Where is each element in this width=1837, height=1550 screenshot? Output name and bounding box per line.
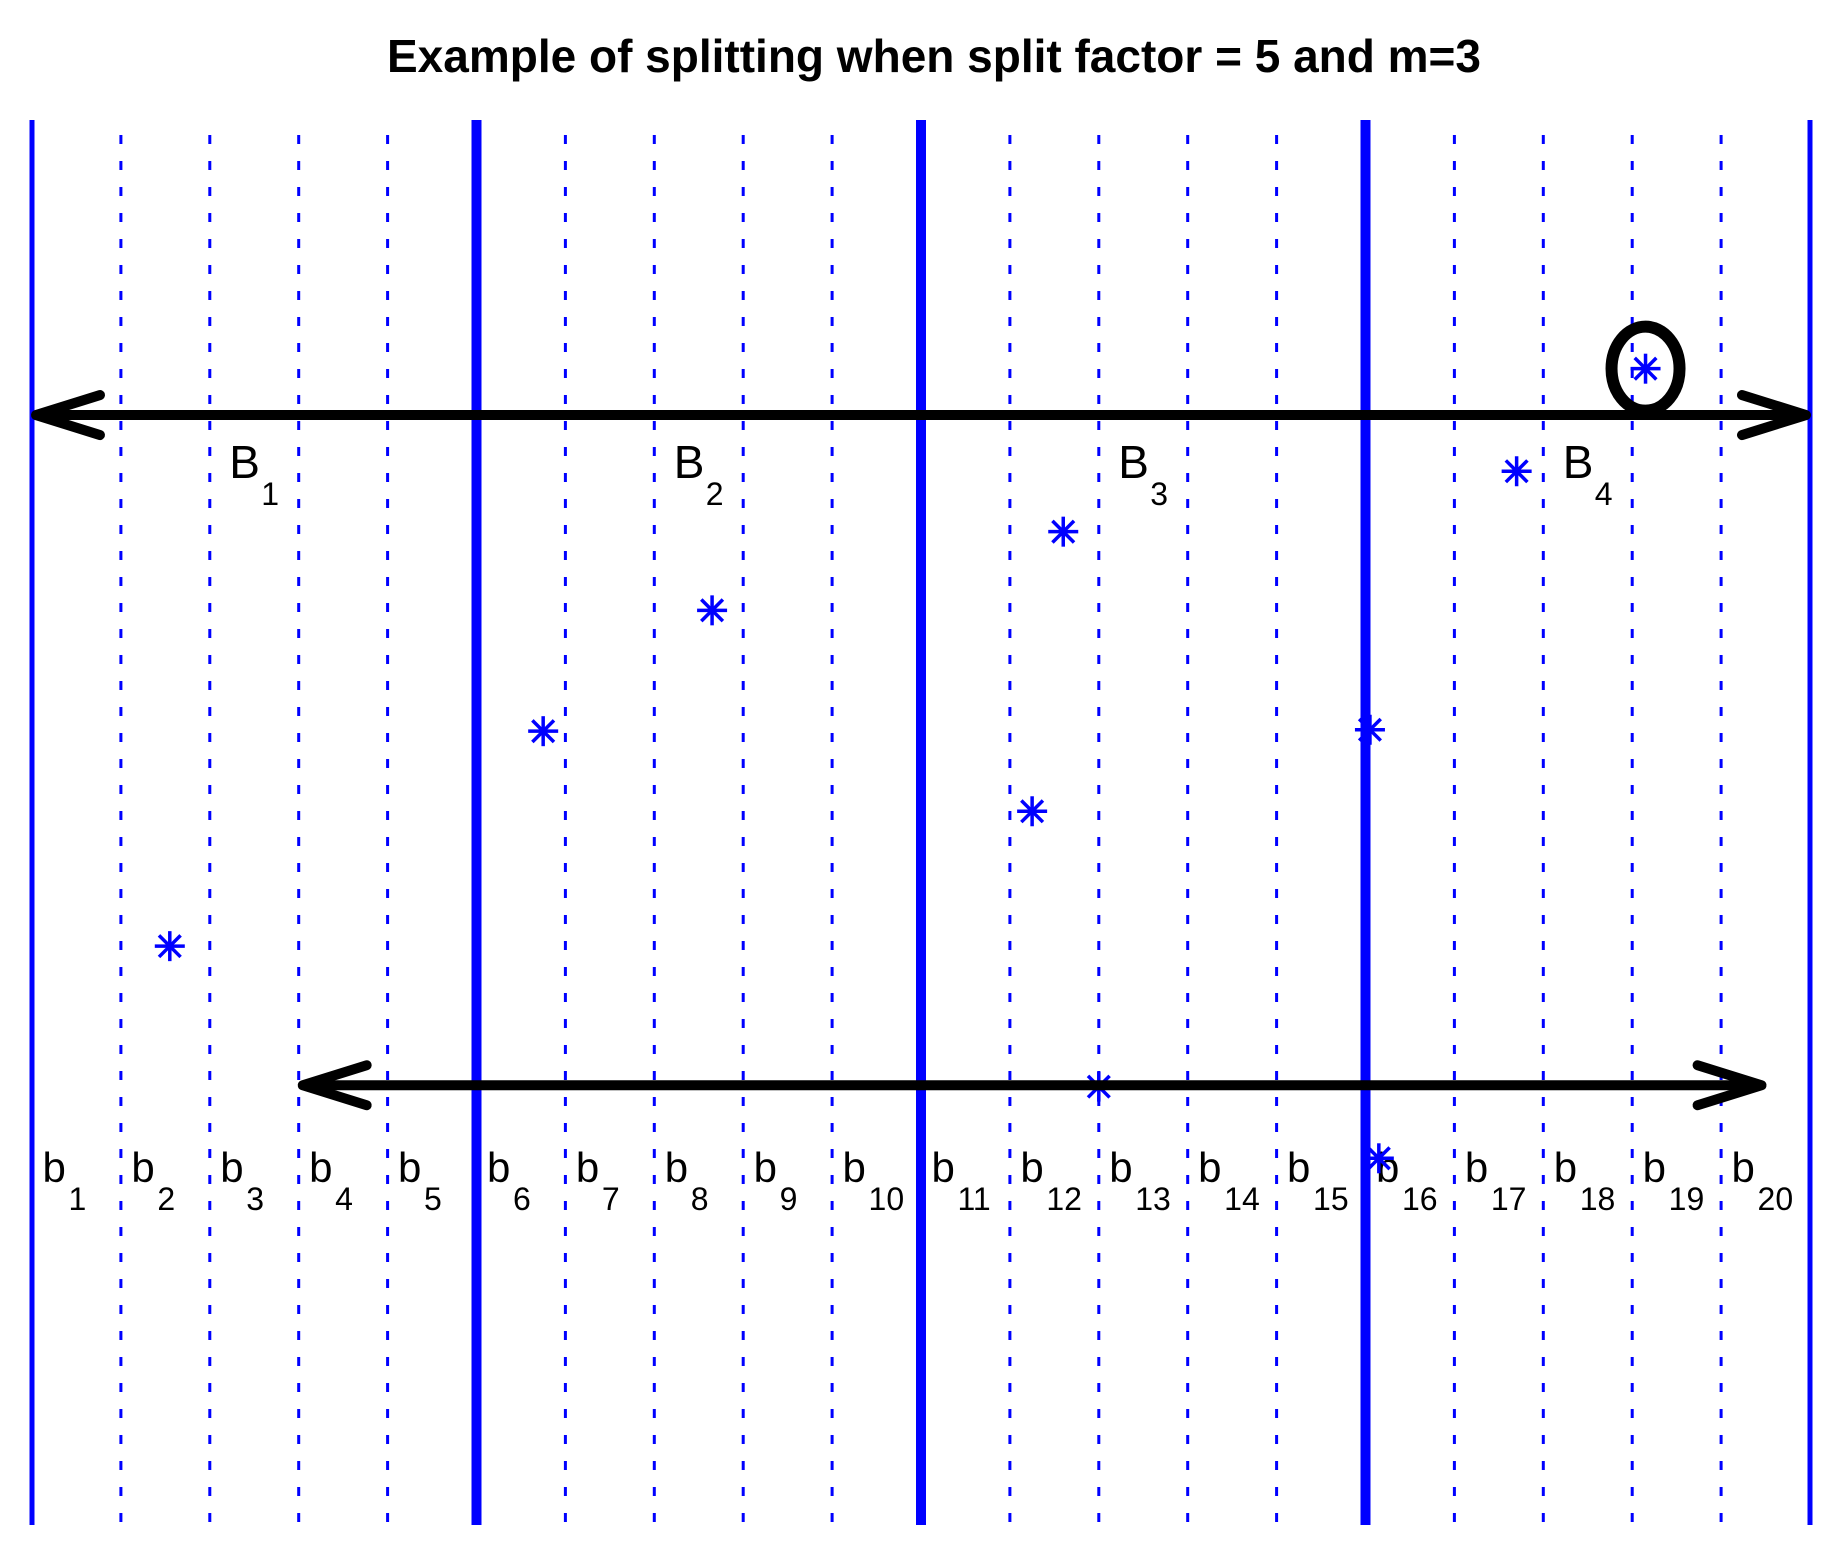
small-bucket-label-sub: 12 (1046, 1181, 1082, 1217)
big-bucket-label: B (1118, 436, 1149, 488)
small-bucket-label: b (1109, 1144, 1132, 1191)
data-point-marker (528, 716, 559, 747)
range-arrows (31, 390, 1811, 1111)
small-bucket-label-sub: 8 (691, 1181, 709, 1217)
big-bucket-label: B (1563, 436, 1594, 488)
data-point-marker (697, 595, 728, 626)
small-bucket-label-sub: 7 (602, 1181, 620, 1217)
small-bucket-label: b (487, 1144, 510, 1191)
small-bucket-label-sub: 20 (1758, 1181, 1794, 1217)
small-bucket-label-sub: 17 (1491, 1181, 1527, 1217)
small-bucket-label-sub: 4 (335, 1181, 353, 1217)
big-bucket-label: B (229, 436, 260, 488)
small-bucket-label: b (309, 1144, 332, 1191)
small-bucket-label: b (1554, 1144, 1577, 1191)
small-bucket-label-sub: 9 (780, 1181, 798, 1217)
small-bucket-label-sub: 3 (246, 1181, 264, 1217)
small-bucket-label-sub: 6 (513, 1181, 531, 1217)
small-bucket-label-sub: 16 (1402, 1181, 1438, 1217)
diagram-title: Example of splitting when split factor =… (387, 30, 1481, 82)
small-bucket-label: b (398, 1144, 421, 1191)
small-bucket-label: b (131, 1144, 154, 1191)
small-bucket-label: b (1643, 1144, 1666, 1191)
big-bucket-label: B (674, 436, 705, 488)
data-point-marker (1363, 1143, 1394, 1174)
small-bucket-label: b (1198, 1144, 1221, 1191)
bucket-labels: B1B2B3B4b1b2b3b4b5b6b7b8b9b10b11b12b13b1… (42, 436, 1793, 1217)
small-bucket-label: b (576, 1144, 599, 1191)
data-point-marker (1630, 353, 1661, 384)
small-bucket-label: b (754, 1144, 777, 1191)
small-bucket-label-sub: 15 (1313, 1181, 1349, 1217)
big-bucket-label-sub: 4 (1595, 476, 1613, 512)
range-arrow (31, 390, 1811, 441)
small-bucket-label: b (1020, 1144, 1043, 1191)
small-bucket-label: b (42, 1144, 65, 1191)
big-bucket-label-sub: 1 (261, 476, 279, 512)
data-point-marker (1501, 456, 1532, 487)
small-bucket-label: b (1732, 1144, 1755, 1191)
small-bucket-label-sub: 14 (1224, 1181, 1260, 1217)
small-bucket-label-sub: 18 (1580, 1181, 1616, 1217)
small-bucket-label-sub: 11 (957, 1181, 990, 1217)
data-point-marker (154, 931, 185, 962)
small-bucket-label: b (931, 1144, 954, 1191)
data-point-marker (1354, 714, 1385, 745)
small-bucket-label-sub: 5 (424, 1181, 442, 1217)
small-bucket-label-sub: 10 (869, 1181, 905, 1217)
small-bucket-label: b (665, 1144, 688, 1191)
data-point-marker (1017, 796, 1048, 827)
small-bucket-label: b (1465, 1144, 1488, 1191)
range-arrow (297, 1060, 1767, 1111)
small-bucket-label-sub: 1 (68, 1181, 86, 1217)
big-bucket-label-sub: 2 (706, 476, 724, 512)
data-point-marker (1048, 516, 1079, 547)
small-bucket-label: b (220, 1144, 243, 1191)
big-bucket-label-sub: 3 (1150, 476, 1168, 512)
small-bucket-label-sub: 2 (157, 1181, 175, 1217)
grid-lines (29, 120, 1813, 1525)
small-bucket-label: b (1287, 1144, 1310, 1191)
small-bucket-label-sub: 19 (1669, 1181, 1705, 1217)
small-bucket-label: b (843, 1144, 866, 1191)
small-bucket-label-sub: 13 (1135, 1181, 1171, 1217)
